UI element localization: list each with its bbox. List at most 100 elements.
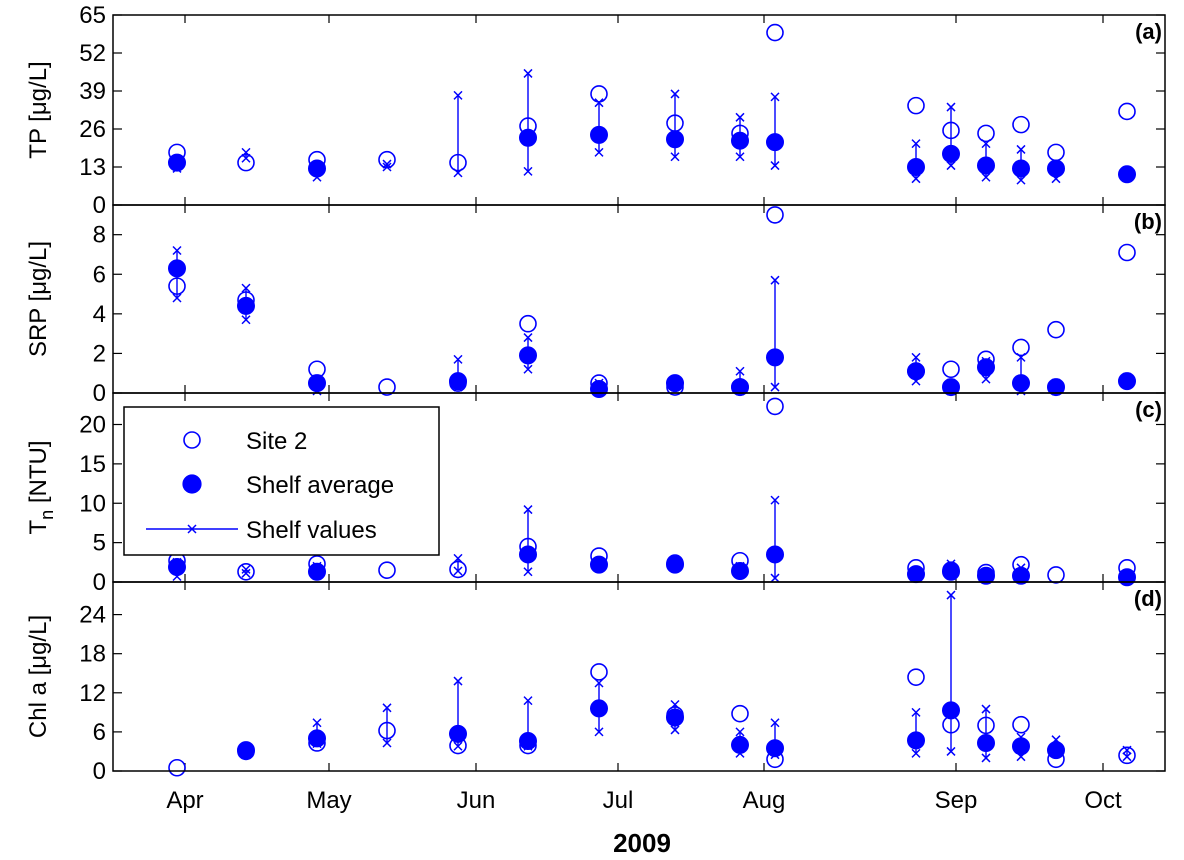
shelf-value-marker	[911, 748, 921, 758]
month-tick-label: Aug	[743, 787, 786, 814]
site2-point	[766, 206, 784, 224]
shelf-value-marker	[770, 573, 780, 583]
shelf-value-marker	[1122, 752, 1132, 762]
shelf-value-marker	[241, 283, 251, 293]
y-tick-label: 5	[93, 530, 106, 557]
shelf-value-marker	[981, 374, 991, 384]
shelf-value-marker	[981, 753, 991, 763]
site2-point	[519, 537, 537, 556]
site2-point	[308, 734, 326, 752]
shelf-value-marker	[453, 354, 463, 364]
shelf-value-marker	[523, 567, 533, 577]
shelf-value-marker	[523, 68, 533, 78]
shelf-value-marker	[981, 172, 991, 182]
site2-point	[666, 554, 684, 572]
shelf-average-point	[1012, 159, 1030, 178]
shelf-value-marker	[172, 293, 182, 303]
site2-point	[1012, 715, 1030, 734]
shelf-average-point	[942, 378, 960, 397]
shelf-average-point	[1012, 737, 1030, 756]
shelf-value-marker	[735, 112, 745, 122]
site2-point	[1012, 338, 1030, 357]
shelf-value-marker	[911, 707, 921, 717]
legend-label-site2: Site 2	[246, 428, 307, 455]
shelf-value-marker	[382, 703, 392, 713]
y-tick-label: 12	[79, 680, 106, 707]
shelf-average-point	[1047, 741, 1065, 760]
y-tick-label: 13	[79, 154, 106, 181]
y-axis-title: Tn [NTU]	[25, 440, 57, 534]
shelf-average-point	[1118, 568, 1136, 587]
shelf-average-point	[907, 158, 925, 176]
site2-point	[766, 750, 784, 769]
site2-point	[1012, 555, 1030, 574]
site2-point	[237, 562, 255, 581]
site2-point	[1047, 750, 1065, 769]
month-tick-labels: Apr May Jun Jul Aug Sep Oct	[166, 787, 1122, 814]
site2-point	[590, 85, 608, 103]
site2-point	[942, 715, 960, 734]
site2-point	[519, 736, 537, 755]
panel-frame	[112, 581, 1166, 772]
shelf-average-point	[977, 156, 995, 175]
shelf-value-marker	[770, 718, 780, 728]
site2-point	[666, 706, 684, 724]
panel-tag: (a)	[1135, 19, 1162, 44]
shelf-value-marker	[1016, 175, 1026, 185]
month-tick-label: May	[306, 787, 351, 814]
shelf-value-marker	[770, 161, 780, 171]
panel-3: 0 5 10 15 20 Tn [NTU] (c)	[25, 392, 1166, 596]
site2-point	[378, 561, 396, 579]
site2-point	[666, 114, 684, 132]
site2-point	[1118, 746, 1136, 765]
legend-label-shelf-values: Shelf values	[246, 517, 377, 544]
panel-2: 0 2 4 6 8 SRP [μg/L] (b)	[25, 204, 1166, 407]
y-tick-label: 52	[79, 40, 106, 67]
shelf-value-marker	[946, 746, 956, 756]
shelf-average-point	[942, 144, 960, 163]
y-tick-label: 26	[79, 116, 106, 143]
y-tick-label: 0	[93, 758, 106, 785]
shelf-value-marker	[911, 174, 921, 184]
site2-point	[1047, 320, 1065, 339]
site2-point	[1047, 143, 1065, 162]
site2-point	[237, 742, 255, 761]
site2-point	[308, 150, 326, 169]
shelf-value-marker	[911, 352, 921, 362]
shelf-value-marker	[670, 89, 680, 99]
shelf-average-point	[766, 133, 784, 152]
legend-label-shelf-average: Shelf average	[246, 472, 394, 499]
shelf-average-point	[1047, 159, 1065, 178]
site2-point	[907, 559, 925, 577]
shelf-value-marker	[523, 333, 533, 343]
shelf-average-point	[519, 732, 537, 751]
legend: Site 2 Shelf average Shelf values	[123, 406, 440, 556]
y-tick-label: 20	[79, 412, 106, 439]
shelf-value-marker	[770, 92, 780, 102]
y-tick-label: 0	[93, 380, 106, 407]
site2-point	[1012, 115, 1030, 134]
legend-filled-circle-marker	[182, 474, 202, 494]
shelf-value-marker	[770, 495, 780, 505]
y-tick-label: 2	[93, 340, 106, 367]
site2-point	[977, 350, 995, 369]
site2-point	[449, 374, 467, 392]
shelf-value-marker	[453, 90, 463, 100]
site2-point	[237, 291, 255, 309]
shelf-value-marker	[946, 590, 956, 600]
shelf-average-point	[942, 701, 960, 720]
shelf-value-marker	[594, 678, 604, 688]
shelf-value-marker	[523, 696, 533, 706]
site2-point	[731, 124, 749, 143]
site2-point	[308, 555, 326, 573]
month-tick-label: Oct	[1084, 787, 1122, 814]
y-axis-title: Chl a [μg/L]	[25, 615, 52, 738]
shelf-average-point	[308, 374, 326, 393]
site2-point	[449, 560, 467, 579]
site2-point	[590, 547, 608, 565]
site2-point	[378, 378, 396, 396]
legend-open-circle-marker	[183, 431, 201, 449]
shelf-average-point	[1012, 374, 1030, 393]
y-tick-label: 39	[79, 78, 106, 105]
